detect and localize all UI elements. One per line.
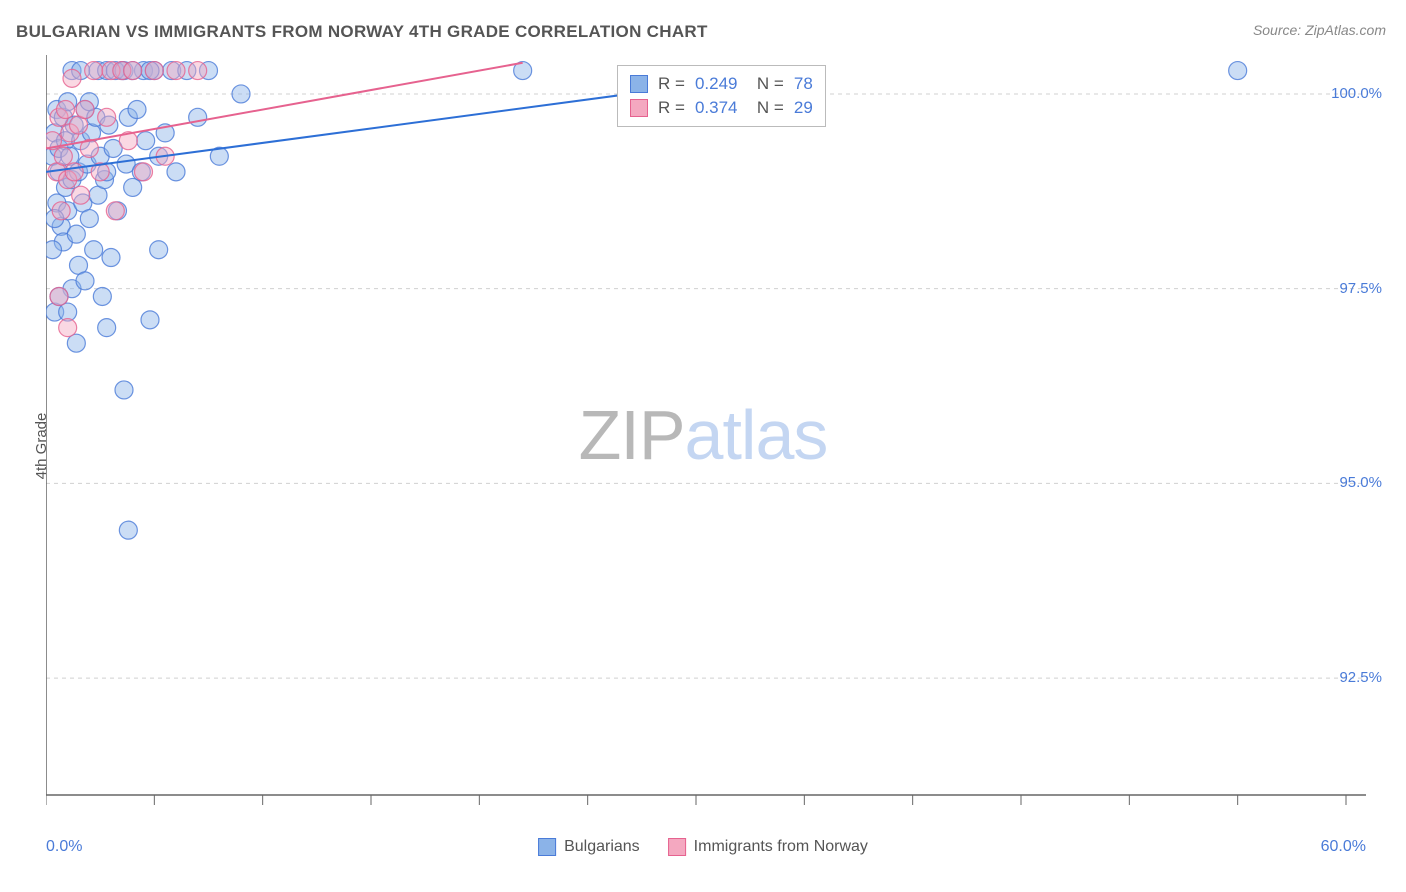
legend-item: Immigrants from Norway	[668, 838, 868, 856]
stat-r-label: R =	[658, 98, 685, 118]
stat-row: R = 0.249 N = 78	[630, 72, 813, 96]
legend-label: Immigrants from Norway	[694, 838, 868, 856]
y-tick-label: 95.0%	[1339, 474, 1382, 491]
chart-title: BULGARIAN VS IMMIGRANTS FROM NORWAY 4TH …	[16, 22, 708, 42]
stat-row: R = 0.374 N = 29	[630, 96, 813, 120]
legend-item: Bulgarians	[538, 838, 640, 856]
source-label: Source: ZipAtlas.com	[1253, 22, 1386, 38]
series-swatch	[630, 75, 648, 93]
stat-r-value: 0.374	[695, 98, 738, 118]
y-tick-label: 97.5%	[1339, 280, 1382, 297]
chart-svg	[46, 55, 1366, 815]
series-swatch	[630, 99, 648, 117]
x-axis-max-label: 60.0%	[1321, 838, 1366, 856]
chart-container: BULGARIAN VS IMMIGRANTS FROM NORWAY 4TH …	[0, 0, 1406, 892]
legend: Bulgarians Immigrants from Norway	[538, 838, 868, 856]
stat-r-value: 0.249	[695, 74, 738, 94]
stat-n-label: N =	[747, 74, 783, 94]
stat-n-value: 78	[794, 74, 813, 94]
legend-label: Bulgarians	[564, 838, 640, 856]
plot-area	[46, 55, 1366, 815]
y-tick-label: 92.5%	[1339, 669, 1382, 686]
correlation-stats-box: R = 0.249 N = 78 R = 0.374 N = 29	[617, 65, 826, 127]
legend-swatch	[538, 838, 556, 856]
stat-r-label: R =	[658, 74, 685, 94]
legend-swatch	[668, 838, 686, 856]
stat-n-label: N =	[747, 98, 783, 118]
y-tick-label: 100.0%	[1331, 85, 1382, 102]
x-axis-min-label: 0.0%	[46, 838, 82, 856]
stat-n-value: 29	[794, 98, 813, 118]
